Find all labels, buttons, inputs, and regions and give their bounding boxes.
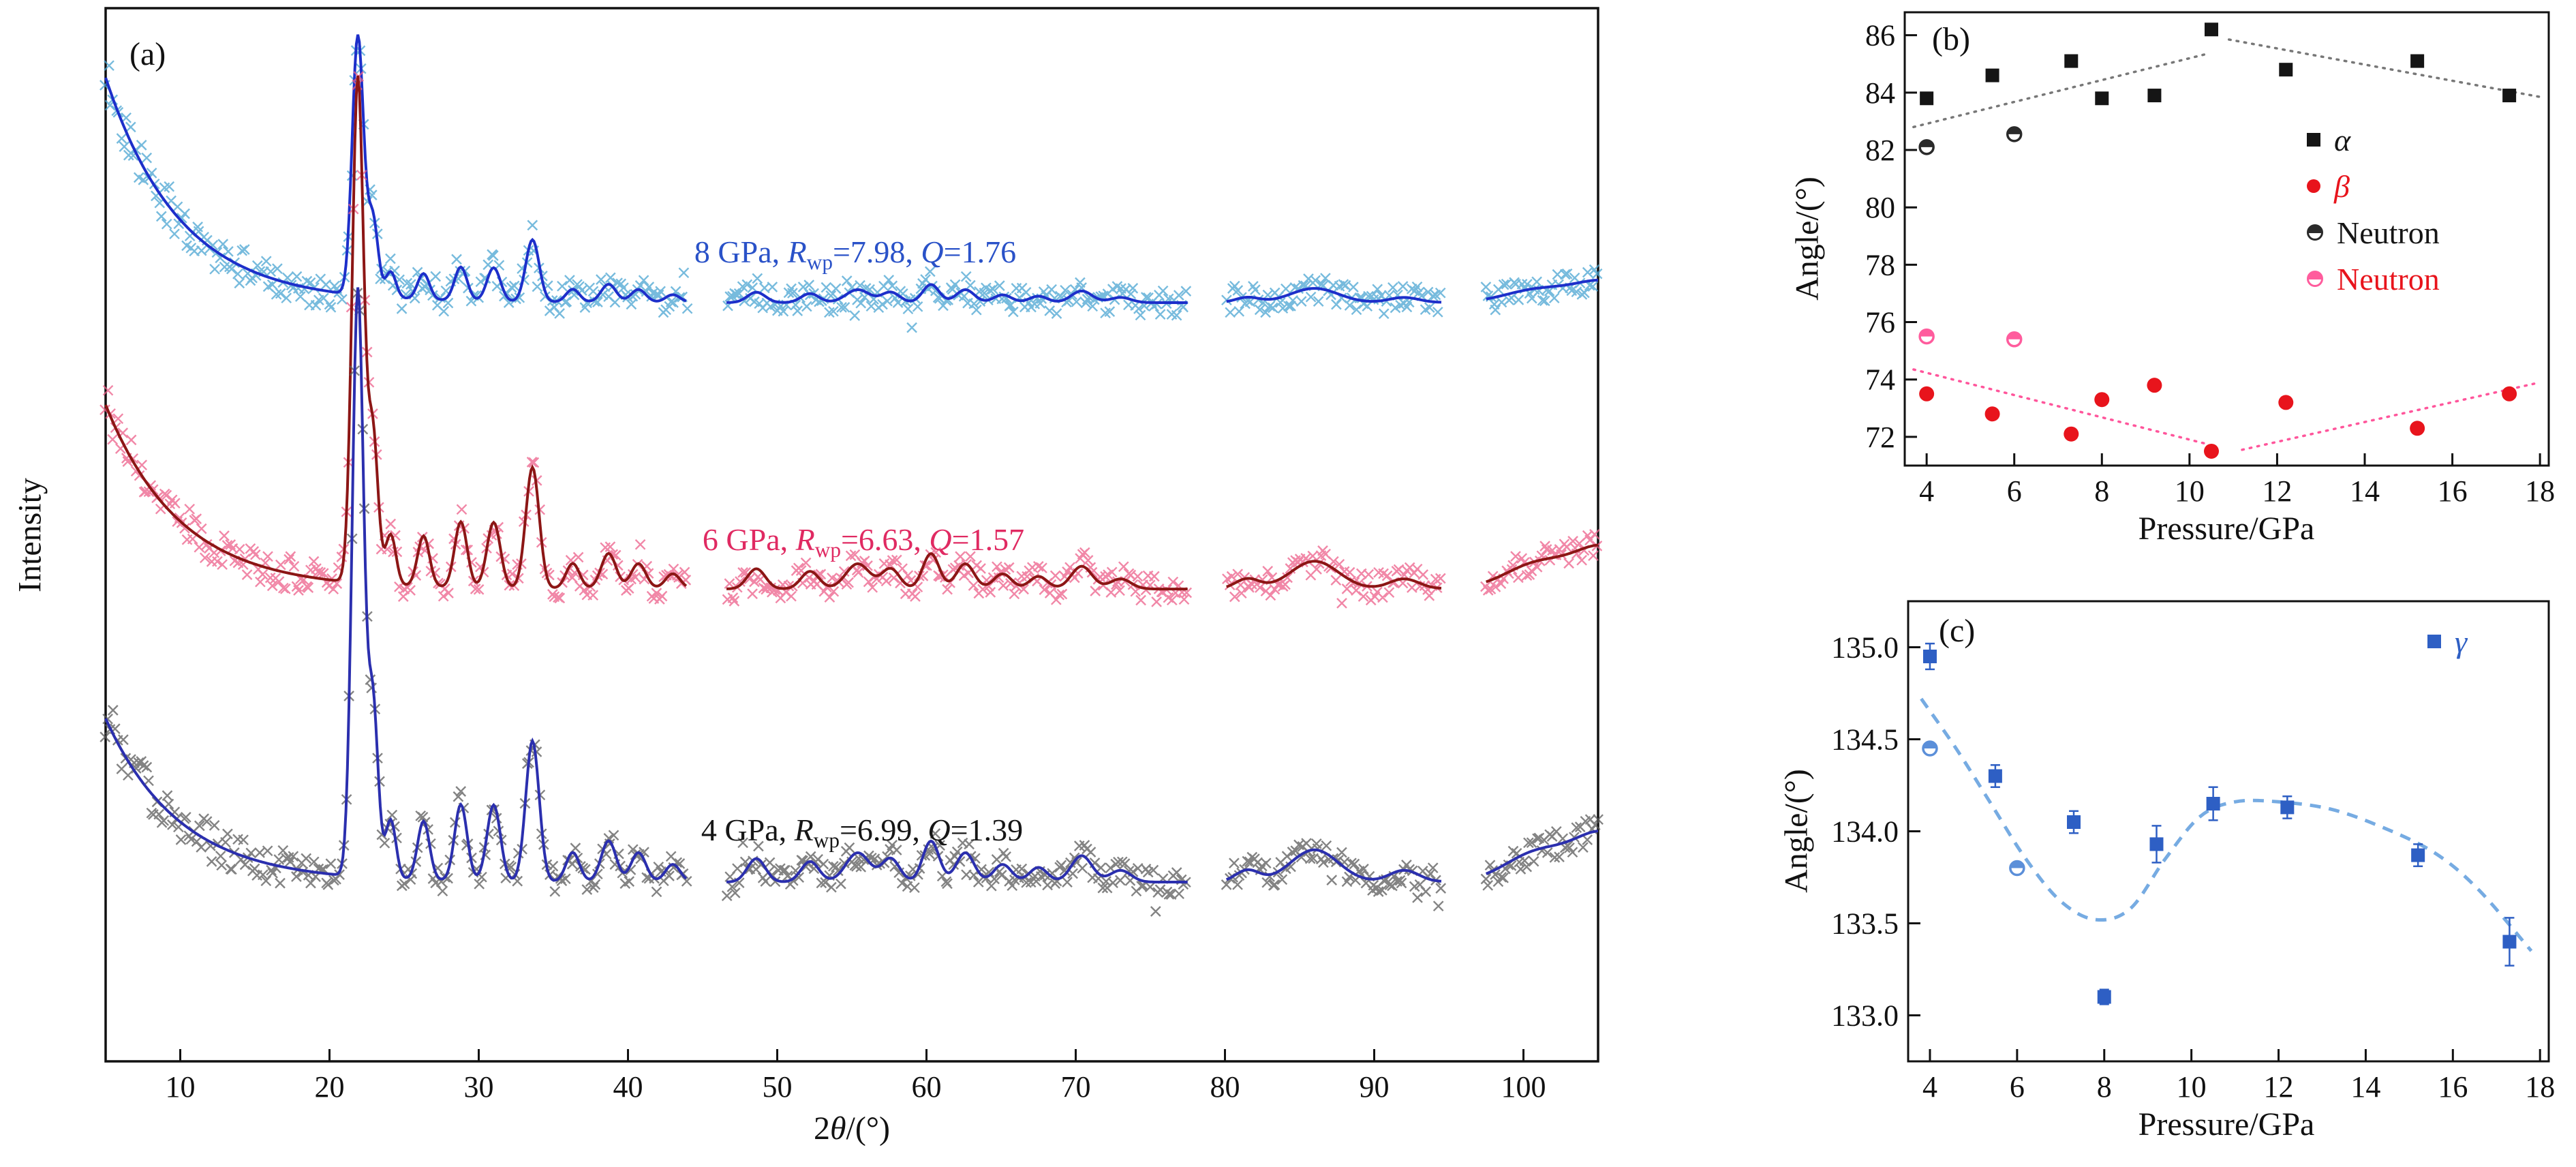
svg-text:84: 84 (1865, 76, 1895, 110)
svg-text:10: 10 (166, 1070, 196, 1104)
svg-text:100: 100 (1501, 1070, 1546, 1104)
svg-text:80: 80 (1865, 191, 1895, 224)
half-circle-marker-icon (2307, 271, 2323, 287)
panel-b-plot: 4 6 8 10 12 14 16 18 72 74 76 78 80 82 84 86 (1865, 11, 2555, 508)
svg-text:86: 86 (1865, 19, 1895, 52)
svg-text:12: 12 (2262, 474, 2292, 508)
legend-label: α (2334, 122, 2351, 157)
svg-text:4: 4 (1919, 474, 1934, 508)
panel-a-letter: (a) (129, 36, 166, 72)
legend-item: Neutron (2307, 213, 2440, 252)
legend-label: Neutron (2337, 215, 2440, 250)
svg-text:134.0: 134.0 (1831, 815, 1899, 849)
legend-label: β (2334, 168, 2350, 204)
svg-text:80: 80 (1210, 1070, 1240, 1104)
svg-text:135.0: 135.0 (1831, 631, 1899, 665)
svg-text:18: 18 (2525, 1070, 2555, 1104)
svg-text:14: 14 (2350, 1070, 2380, 1104)
svg-text:90: 90 (1360, 1070, 1390, 1104)
panel-a-plot: 10 20 30 40 50 60 70 80 90 100 (99, 7, 1604, 1104)
legend-item: Neutron (2307, 259, 2440, 299)
panel-b-ylabel: Angle/(°) (1789, 177, 1826, 301)
svg-text:4: 4 (1922, 1070, 1937, 1104)
svg-text:10: 10 (2177, 1070, 2207, 1104)
panel-c-ylabel: Angle/(°) (1778, 769, 1815, 893)
annotation-6gpa: 6 GPa, Rwp=6.63, Q=1.57 (702, 522, 1025, 562)
svg-text:72: 72 (1865, 421, 1895, 454)
legend-item: γ (2427, 622, 2467, 661)
panel-a-xlabel: 2θ/(°) (813, 1110, 891, 1147)
panel-c-legend: γ (2427, 622, 2467, 661)
svg-text:134.5: 134.5 (1831, 723, 1899, 757)
svg-text:133.0: 133.0 (1831, 999, 1899, 1033)
square-marker-icon (2427, 635, 2441, 648)
circle-marker-icon (2307, 179, 2320, 193)
svg-text:14: 14 (2350, 474, 2380, 508)
annotation-4gpa: 4 GPa, Rwp=6.99, Q=1.39 (701, 813, 1024, 853)
svg-text:6: 6 (2010, 1070, 2025, 1104)
svg-text:70: 70 (1061, 1070, 1091, 1104)
svg-text:8: 8 (2097, 1070, 2112, 1104)
legend-label: Neutron (2337, 261, 2440, 297)
svg-text:74: 74 (1865, 363, 1895, 397)
svg-text:30: 30 (464, 1070, 494, 1104)
svg-text:40: 40 (613, 1070, 643, 1104)
legend-item: α (2307, 120, 2440, 160)
panel-a-ylabel: Intensity (12, 478, 48, 592)
svg-text:20: 20 (315, 1070, 345, 1104)
svg-text:133.5: 133.5 (1831, 907, 1899, 941)
annotation-8gpa: 8 GPa, Rwp=7.98, Q=1.76 (694, 234, 1017, 275)
svg-text:16: 16 (2438, 474, 2468, 508)
svg-text:10: 10 (2175, 474, 2205, 508)
svg-text:50: 50 (763, 1070, 793, 1104)
panel-b-legend: α β Neutron Neutron (2307, 120, 2440, 299)
svg-text:12: 12 (2264, 1070, 2294, 1104)
panel-c-xlabel: Pressure/GPa (2138, 1106, 2315, 1142)
panel-c-plot: 4 6 8 10 12 14 16 18 133.0 133.5 134.0 134.5 135.0 (1831, 600, 2555, 1104)
svg-text:6: 6 (2007, 474, 2022, 508)
svg-text:82: 82 (1865, 134, 1895, 167)
svg-text:78: 78 (1865, 248, 1895, 282)
panel-b-xlabel: Pressure/GPa (2138, 511, 2315, 547)
svg-text:16: 16 (2438, 1070, 2468, 1104)
svg-text:18: 18 (2525, 474, 2555, 508)
svg-text:76: 76 (1865, 306, 1895, 339)
panel-c-letter: (c) (1939, 613, 1976, 649)
legend-label: γ (2455, 624, 2468, 659)
panel-b-letter: (b) (1932, 21, 1970, 57)
legend-item: β (2307, 166, 2440, 206)
square-marker-icon (2307, 133, 2320, 147)
svg-text:8: 8 (2094, 474, 2109, 508)
svg-text:60: 60 (912, 1070, 942, 1104)
half-circle-marker-icon (2307, 224, 2323, 241)
